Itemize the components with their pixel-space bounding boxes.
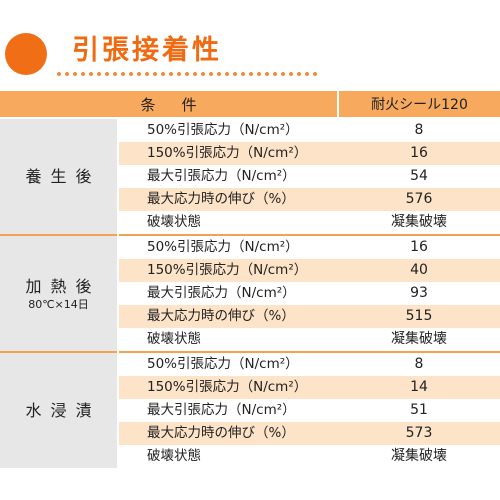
page-title: 引張接着性 [72, 35, 222, 66]
header-product: 耐火シール120 [337, 91, 500, 118]
table-row: 加熱後 80℃×14日 50%引張応力（N/cm²） 16 [0, 234, 500, 352]
title-dotted-underline [55, 71, 320, 77]
test-item-label: 最大応力時の伸び（%） [118, 305, 339, 328]
condition-group-name: 養生後 [25, 166, 101, 186]
table-row: 150%引張応力（N/cm²） 14 [0, 376, 500, 399]
table-body: 養生後 50%引張応力（N/cm²） 8 150%引張応力（N/cm²） 16 最大引張応… [0, 117, 500, 468]
table-row: 最大応力時の伸び（%） 515 [0, 305, 500, 328]
test-item-label: 50%引張応力（N/cm²） [118, 351, 339, 376]
test-item-label: 最大応力時の伸び（%） [118, 188, 339, 211]
condition-group-cell: 水浸漬 [0, 351, 119, 468]
test-item-label: 破壊状態 [118, 328, 339, 352]
test-value: 54 [338, 165, 500, 188]
test-value: 573 [338, 422, 500, 445]
test-item-label: 150%引張応力（N/cm²） [118, 142, 339, 165]
test-item-label: 破壊状態 [118, 445, 339, 468]
test-value: 40 [338, 259, 500, 282]
table-row: 破壊状態 凝集破壊 [0, 445, 500, 468]
table-row: 最大応力時の伸び（%） 573 [0, 422, 500, 445]
condition-group-name: 加熱後 [25, 276, 101, 296]
test-value: 凝集破壊 [338, 211, 500, 235]
test-value: 8 [338, 351, 500, 376]
test-value: 8 [338, 117, 500, 142]
condition-group-cell: 加熱後 80℃×14日 [0, 234, 119, 352]
test-item-label: 50%引張応力（N/cm²） [118, 117, 339, 142]
header-condition: 条件 [0, 91, 339, 118]
test-value: 16 [338, 234, 500, 259]
table-row: 最大応力時の伸び（%） 576 [0, 188, 500, 211]
test-value: 16 [338, 142, 500, 165]
test-item-label: 最大引張応力（N/cm²） [118, 165, 339, 188]
condition-group-subtitle: 80℃×14日 [28, 297, 89, 311]
table-row: 養生後 50%引張応力（N/cm²） 8 [0, 117, 500, 235]
test-item-label: 最大応力時の伸び（%） [118, 422, 339, 445]
test-value: 93 [338, 282, 500, 305]
table-row: 破壊状態 凝集破壊 [0, 211, 500, 235]
tensile-adhesion-table: 条件 耐火シール120 養生後 50%引張応力（N/cm²） 8 150%引張応力（N… [0, 91, 500, 468]
test-item-label: 150%引張応力（N/cm²） [118, 376, 339, 399]
test-value: 51 [338, 399, 500, 422]
table-row: 最大引張応力（N/cm²） 51 [0, 399, 500, 422]
test-value: 515 [338, 305, 500, 328]
table-row: 最大引張応力（N/cm²） 93 [0, 282, 500, 305]
condition-group-cell: 養生後 [0, 117, 119, 235]
test-item-label: 50%引張応力（N/cm²） [118, 234, 339, 259]
test-value: 凝集破壊 [338, 328, 500, 352]
table-row: 150%引張応力（N/cm²） 16 [0, 142, 500, 165]
table-header-row: 条件 耐火シール120 [0, 91, 500, 118]
test-item-label: 最大引張応力（N/cm²） [118, 282, 339, 305]
table-row: 最大引張応力（N/cm²） 54 [0, 165, 500, 188]
condition-group-name: 水浸漬 [25, 400, 101, 420]
test-item-label: 150%引張応力（N/cm²） [118, 259, 339, 282]
test-value: 14 [338, 376, 500, 399]
test-value: 凝集破壊 [338, 445, 500, 468]
table-row: 150%引張応力（N/cm²） 40 [0, 259, 500, 282]
test-item-label: 破壊状態 [118, 211, 339, 235]
title-bullet-circle [5, 33, 47, 75]
table-row: 水浸漬 50%引張応力（N/cm²） 8 [0, 351, 500, 468]
test-value: 576 [338, 188, 500, 211]
test-item-label: 最大引張応力（N/cm²） [118, 399, 339, 422]
table-row: 破壊状態 凝集破壊 [0, 328, 500, 352]
